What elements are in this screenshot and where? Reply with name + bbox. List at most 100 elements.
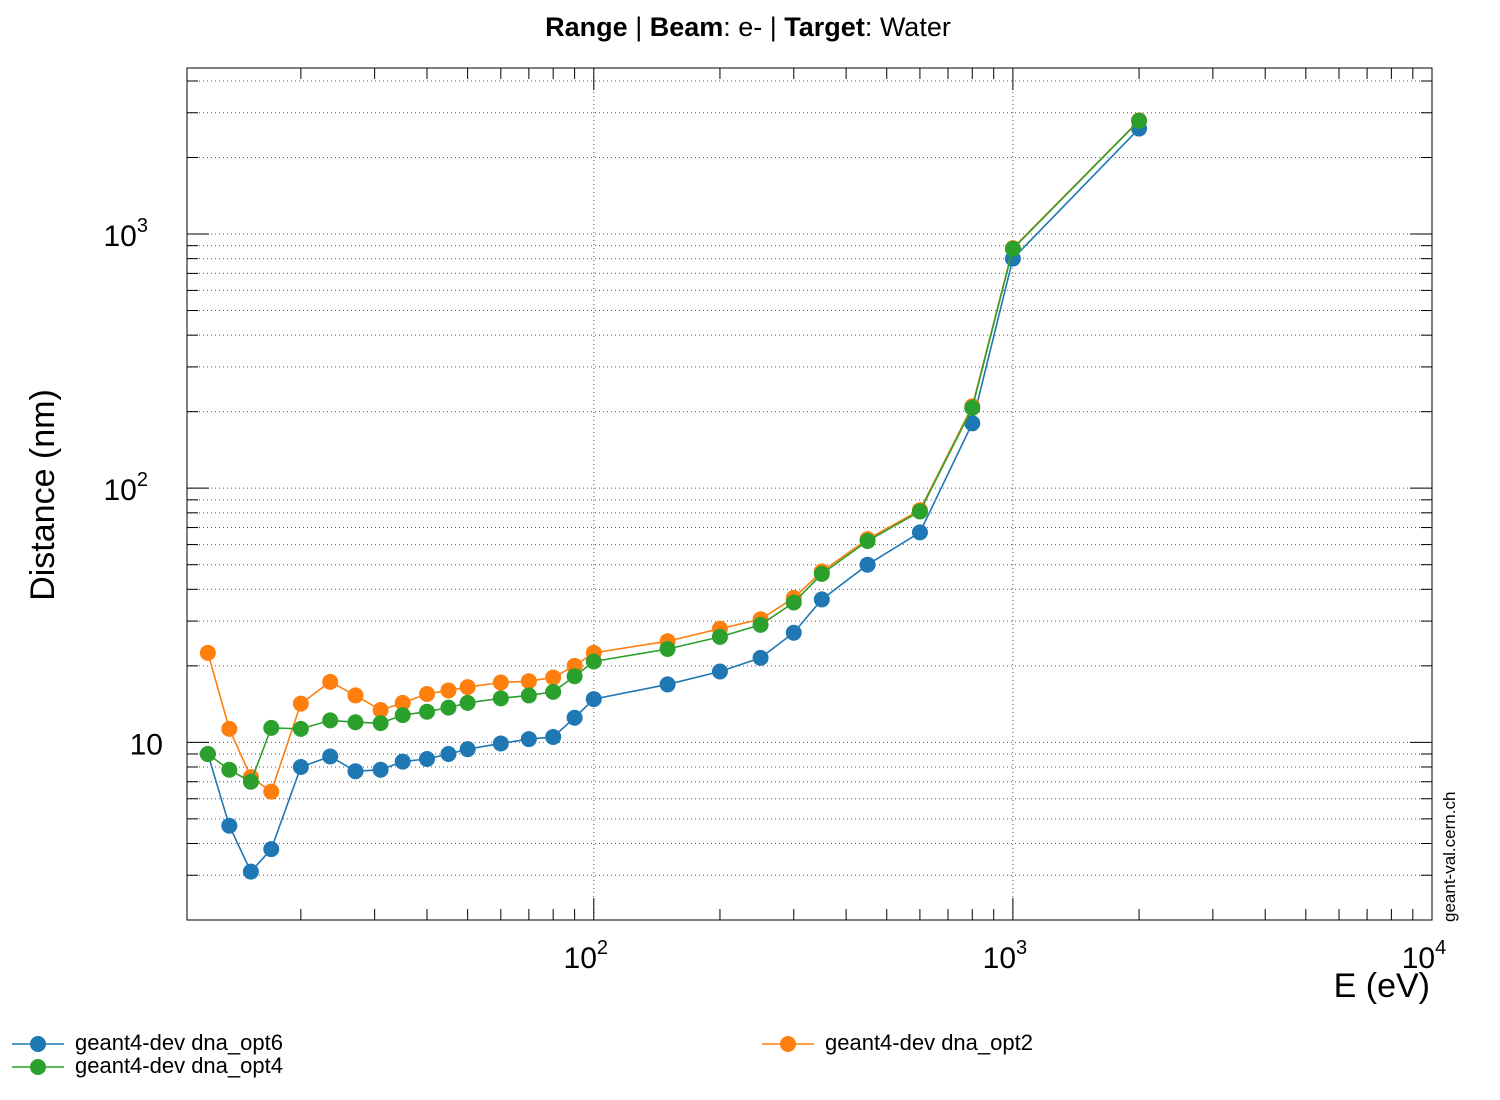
data-point [964, 399, 981, 416]
legend-marker [780, 1036, 796, 1052]
data-point [419, 703, 436, 720]
data-point [221, 817, 238, 834]
data-point [459, 741, 476, 758]
data-point [492, 674, 509, 691]
data-point [566, 709, 583, 726]
series-3 [199, 112, 1148, 790]
data-point [199, 745, 216, 762]
title-target-value: : Water [865, 12, 951, 42]
data-point [1131, 112, 1148, 129]
data-point [292, 758, 309, 775]
data-point [585, 653, 602, 670]
series-2 [199, 112, 1148, 800]
legend-item: geant4-dev dna_opt2 [762, 1030, 1033, 1055]
data-point [492, 690, 509, 707]
data-point [372, 702, 389, 719]
data-point [440, 682, 457, 699]
data-point [242, 863, 259, 880]
title-range: Range [545, 12, 628, 42]
legend-label: geant4-dev dna_opt6 [75, 1030, 283, 1055]
title-beam: Beam [650, 12, 724, 42]
legend-item: geant4-dev dna_opt4 [12, 1053, 283, 1078]
data-point [752, 616, 769, 633]
data-point [859, 532, 876, 549]
data-point [911, 524, 928, 541]
data-point [711, 628, 728, 645]
data-point [419, 750, 436, 767]
data-point [585, 691, 602, 708]
data-point [322, 673, 339, 690]
data-point [785, 624, 802, 641]
data-point [520, 687, 537, 704]
data-point [752, 649, 769, 666]
axis-ticks [187, 68, 1433, 921]
data-point [394, 753, 411, 770]
data-point [347, 763, 364, 780]
data-point [459, 679, 476, 696]
title-target: Target [784, 12, 865, 42]
data-point [711, 663, 728, 680]
x-tick-label: 104 [1402, 937, 1447, 975]
data-point [347, 714, 364, 731]
data-point [394, 694, 411, 711]
data-point [659, 676, 676, 693]
data-point [322, 748, 339, 765]
watermark: geant-val.cern.ch [1440, 792, 1459, 922]
y-tick-label: 10 [130, 728, 163, 761]
data-point [221, 720, 238, 737]
data-point [492, 735, 509, 752]
data-point [859, 556, 876, 573]
data-point [785, 594, 802, 611]
data-point [372, 761, 389, 778]
plot-frame [186, 67, 1433, 921]
title-sep: | [628, 12, 650, 42]
data-point [419, 685, 436, 702]
data-point [1004, 240, 1021, 257]
data-point [459, 694, 476, 711]
legend-marker [30, 1059, 46, 1075]
data-point [545, 683, 562, 700]
y-tick-label: 103 [104, 215, 149, 253]
y-tick-label: 102 [104, 469, 149, 507]
chart-title: Range | Beam: e- | Target: Water [545, 12, 951, 42]
data-point [263, 841, 280, 858]
data-point [520, 673, 537, 690]
legend-label: geant4-dev dna_opt2 [825, 1030, 1033, 1055]
y-tick-labels: 10 102 103 [104, 215, 164, 761]
data-point [813, 591, 830, 608]
title-beam-value: : e- | [723, 12, 784, 42]
data-point [199, 644, 216, 661]
grid [187, 68, 1433, 921]
data-point [292, 695, 309, 712]
x-tick-label: 102 [564, 937, 609, 975]
data-point [520, 731, 537, 748]
data-point [372, 715, 389, 732]
data-point [911, 503, 928, 520]
x-tick-labels: 102 103 104 [564, 937, 1447, 975]
data-point [242, 773, 259, 790]
x-tick-label: 103 [983, 937, 1028, 975]
data-point [322, 712, 339, 729]
data-point [221, 761, 238, 778]
data-point [263, 783, 280, 800]
legend-marker [30, 1036, 46, 1052]
data-point [292, 720, 309, 737]
data-point [813, 565, 830, 582]
data-point [440, 699, 457, 716]
legend-label: geant4-dev dna_opt4 [75, 1053, 283, 1078]
data-point [347, 687, 364, 704]
y-axis-label: Distance (nm) [24, 389, 62, 601]
series-group [199, 112, 1148, 880]
data-point [545, 669, 562, 686]
series-line [207, 119, 1140, 793]
series-1 [199, 120, 1148, 880]
data-point [440, 745, 457, 762]
data-point [964, 415, 981, 432]
data-point [394, 707, 411, 724]
data-point [659, 640, 676, 657]
data-point [566, 668, 583, 685]
data-point [545, 728, 562, 745]
data-point [263, 719, 280, 736]
legend-item: geant4-dev dna_opt6 [12, 1030, 283, 1055]
